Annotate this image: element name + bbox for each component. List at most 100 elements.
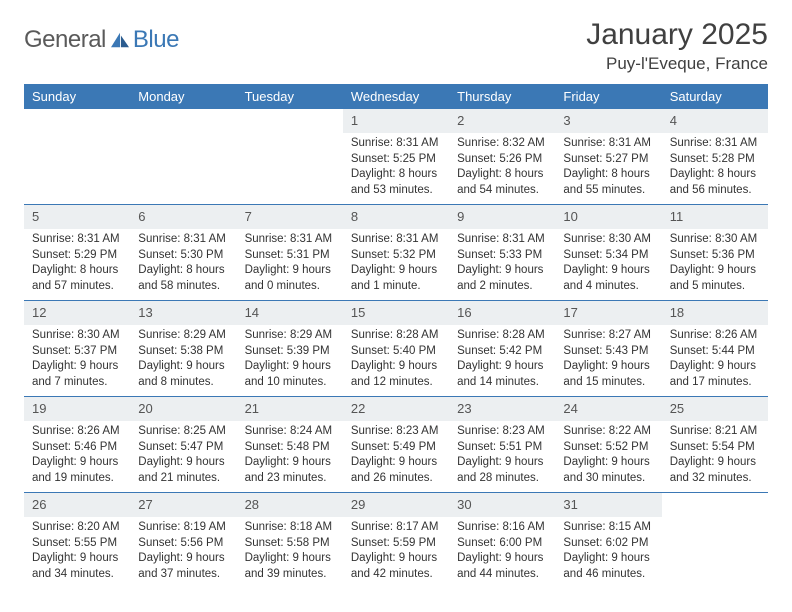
day-header: Friday: [555, 84, 661, 109]
day-number-row: 4: [662, 109, 768, 133]
calendar-day-empty: [662, 493, 768, 589]
day-number: 14: [245, 305, 259, 320]
day-number-row: 10: [555, 205, 661, 229]
calendar-day: 13 Sunrise: 8:29 AMSunset: 5:38 PMDayligh…: [130, 301, 236, 397]
day-number-row: 7: [237, 205, 343, 229]
calendar-day-empty: [237, 109, 343, 205]
day-details: Sunrise: 8:32 AMSunset: 5:26 PMDaylight:…: [457, 136, 549, 198]
day-number-row: 16: [449, 301, 555, 325]
calendar-day: 25Sunrise: 8:21 AMSunset: 5:54 PMDayligh…: [662, 397, 768, 493]
day-header: Sunday: [24, 84, 130, 109]
location-subtitle: Puy-l'Eveque, France: [586, 54, 768, 74]
day-details: Sunrise: 8:28 AMSunset: 5:40 PMDaylight:…: [351, 328, 443, 390]
calendar-day: 5Sunrise: 8:31 AMSunset: 5:29 PMDaylight…: [24, 205, 130, 301]
day-details: Sunrise: 8:31 AMSunset: 5:30 PMDaylight:…: [138, 232, 230, 294]
day-number: 12: [32, 305, 46, 320]
day-details: Sunrise: 8:30 AMSunset: 5:34 PMDaylight:…: [563, 232, 655, 294]
day-number: 19: [32, 401, 46, 416]
day-details: Sunrise: 8:16 AMSunset: 6:00 PMDaylight:…: [457, 520, 549, 582]
day-details: Sunrise: 8:26 AMSunset: 5:44 PMDaylight:…: [670, 328, 762, 390]
brand-part1: General: [24, 26, 106, 54]
calendar-day: 6 Sunrise: 8:31 AMSunset: 5:30 PMDaylight…: [130, 205, 236, 301]
day-number-row: 17: [555, 301, 661, 325]
day-details: Sunrise: 8:23 AMSunset: 5:51 PMDaylight:…: [457, 424, 549, 486]
day-number-row: 31: [555, 493, 661, 517]
day-number: 21: [245, 401, 259, 416]
day-number-row: 19: [24, 397, 130, 421]
calendar-day: 8 Sunrise: 8:31 AMSunset: 5:32 PMDaylight…: [343, 205, 449, 301]
day-number: 29: [351, 497, 365, 512]
calendar-day: 15 Sunrise: 8:28 AMSunset: 5:40 PMDayligh…: [343, 301, 449, 397]
calendar-day: 20Sunrise: 8:25 AMSunset: 5:47 PMDayligh…: [130, 397, 236, 493]
day-number: 20: [138, 401, 152, 416]
calendar-day: 11Sunrise: 8:30 AMSunset: 5:36 PMDayligh…: [662, 205, 768, 301]
day-number-row: 1: [343, 109, 449, 133]
day-details: Sunrise: 8:26 AMSunset: 5:46 PMDaylight:…: [32, 424, 124, 486]
day-number: 28: [245, 497, 259, 512]
day-number: 10: [563, 209, 577, 224]
day-number: 1: [351, 113, 358, 128]
calendar-day: 9 Sunrise: 8:31 AMSunset: 5:33 PMDaylight…: [449, 205, 555, 301]
day-details: Sunrise: 8:31 AMSunset: 5:28 PMDaylight:…: [670, 136, 762, 198]
day-details: Sunrise: 8:22 AMSunset: 5:52 PMDaylight:…: [563, 424, 655, 486]
day-details: Sunrise: 8:24 AMSunset: 5:48 PMDaylight:…: [245, 424, 337, 486]
calendar-day: 30 Sunrise: 8:16 AMSunset: 6:00 PMDayligh…: [449, 493, 555, 589]
day-number-row: 28: [237, 493, 343, 517]
calendar-day: 16Sunrise: 8:28 AMSunset: 5:42 PMDayligh…: [449, 301, 555, 397]
day-details: Sunrise: 8:29 AMSunset: 5:38 PMDaylight:…: [138, 328, 230, 390]
day-number: 17: [563, 305, 577, 320]
day-number: 3: [563, 113, 570, 128]
day-number-row: 9: [449, 205, 555, 229]
day-details: Sunrise: 8:17 AMSunset: 5:59 PMDaylight:…: [351, 520, 443, 582]
day-number-row: 27: [130, 493, 236, 517]
calendar-day-empty: [24, 109, 130, 205]
calendar-day: 28 Sunrise: 8:18 AMSunset: 5:58 PMDayligh…: [237, 493, 343, 589]
calendar-day-empty: [130, 109, 236, 205]
day-number: 22: [351, 401, 365, 416]
calendar-week: 1 Sunrise: 8:31 AMSunset: 5:25 PMDaylight…: [24, 109, 768, 205]
day-details: Sunrise: 8:31 AMSunset: 5:27 PMDaylight:…: [563, 136, 655, 198]
calendar-day: 21 Sunrise: 8:24 AMSunset: 5:48 PMDayligh…: [237, 397, 343, 493]
calendar-day: 29 Sunrise: 8:17 AMSunset: 5:59 PMDayligh…: [343, 493, 449, 589]
calendar-day: 1 Sunrise: 8:31 AMSunset: 5:25 PMDaylight…: [343, 109, 449, 205]
brand-logo: General Blue: [24, 18, 179, 54]
calendar-week: 19 Sunrise: 8:26 AMSunset: 5:46 PMDayligh…: [24, 397, 768, 493]
day-number-row: 3: [555, 109, 661, 133]
calendar-head: SundayMondayTuesdayWednesdayThursdayFrid…: [24, 84, 768, 109]
calendar-day: 3 Sunrise: 8:31 AMSunset: 5:27 PMDaylight…: [555, 109, 661, 205]
day-details: Sunrise: 8:31 AMSunset: 5:31 PMDaylight:…: [245, 232, 337, 294]
calendar-week: 5Sunrise: 8:31 AMSunset: 5:29 PMDaylight…: [24, 205, 768, 301]
day-details: Sunrise: 8:18 AMSunset: 5:58 PMDaylight:…: [245, 520, 337, 582]
calendar-day: 14Sunrise: 8:29 AMSunset: 5:39 PMDayligh…: [237, 301, 343, 397]
day-details: Sunrise: 8:23 AMSunset: 5:49 PMDaylight:…: [351, 424, 443, 486]
day-header-row: SundayMondayTuesdayWednesdayThursdayFrid…: [24, 84, 768, 109]
day-details: Sunrise: 8:27 AMSunset: 5:43 PMDaylight:…: [563, 328, 655, 390]
day-number: 6: [138, 209, 145, 224]
day-header: Saturday: [662, 84, 768, 109]
day-number: 30: [457, 497, 471, 512]
day-details: Sunrise: 8:31 AMSunset: 5:32 PMDaylight:…: [351, 232, 443, 294]
day-number: 25: [670, 401, 684, 416]
day-header: Monday: [130, 84, 236, 109]
day-number-row: 5: [24, 205, 130, 229]
day-number-row: 24: [555, 397, 661, 421]
day-number-row: 30: [449, 493, 555, 517]
brand-sail-icon: [109, 31, 131, 49]
day-number-row: 21: [237, 397, 343, 421]
day-number-row: 15: [343, 301, 449, 325]
day-details: Sunrise: 8:31 AMSunset: 5:25 PMDaylight:…: [351, 136, 443, 198]
header-row: General Blue January 2025 Puy-l'Eveque, …: [24, 18, 768, 74]
calendar-page: General Blue January 2025 Puy-l'Eveque, …: [0, 0, 792, 612]
day-header: Wednesday: [343, 84, 449, 109]
calendar-day: 10 Sunrise: 8:30 AMSunset: 5:34 PMDayligh…: [555, 205, 661, 301]
calendar-day: 2Sunrise: 8:32 AMSunset: 5:26 PMDaylight…: [449, 109, 555, 205]
day-number: 13: [138, 305, 152, 320]
day-number: 9: [457, 209, 464, 224]
day-number: 5: [32, 209, 39, 224]
calendar-day: 12Sunrise: 8:30 AMSunset: 5:37 PMDayligh…: [24, 301, 130, 397]
calendar-day: 23Sunrise: 8:23 AMSunset: 5:51 PMDayligh…: [449, 397, 555, 493]
title-block: January 2025 Puy-l'Eveque, France: [586, 18, 768, 74]
day-details: Sunrise: 8:31 AMSunset: 5:33 PMDaylight:…: [457, 232, 549, 294]
day-number-row: 26: [24, 493, 130, 517]
day-number-row: 8: [343, 205, 449, 229]
